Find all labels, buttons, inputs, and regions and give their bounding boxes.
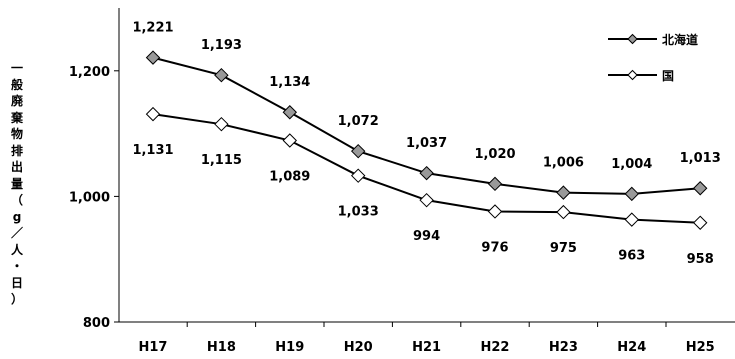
data-point-marker bbox=[214, 67, 229, 83]
y-axis-title-char: ／ bbox=[10, 226, 23, 240]
data-point-marker bbox=[692, 181, 708, 196]
y-axis-title-char: 日 bbox=[10, 275, 23, 290]
x-tick-label: H17 bbox=[139, 340, 168, 355]
x-tick-label: H20 bbox=[344, 340, 373, 355]
data-point-marker bbox=[624, 212, 640, 227]
x-tick-label: H23 bbox=[549, 340, 578, 355]
y-tick-label: 1,200 bbox=[69, 65, 110, 80]
data-point-marker bbox=[145, 50, 161, 65]
data-point-marker bbox=[556, 185, 571, 200]
data-label: 1,037 bbox=[406, 136, 447, 151]
data-point-marker bbox=[145, 106, 161, 122]
x-tick-label: H25 bbox=[686, 340, 715, 355]
data-label: 1,020 bbox=[474, 147, 515, 162]
data-point-marker bbox=[350, 143, 366, 159]
y-axis-title-char: （ bbox=[10, 193, 23, 207]
legend-label: 国 bbox=[662, 69, 674, 83]
y-axis-title-char: 棄 bbox=[10, 110, 23, 125]
data-label: 994 bbox=[413, 229, 440, 244]
y-axis-title-char: 般 bbox=[10, 77, 23, 92]
data-label: 958 bbox=[687, 252, 714, 267]
data-label: 1,134 bbox=[269, 75, 310, 90]
y-axis-title-char: 人 bbox=[10, 242, 23, 257]
data-label: 1,006 bbox=[543, 156, 584, 171]
data-label: 963 bbox=[618, 249, 645, 264]
data-label: 1,193 bbox=[201, 38, 242, 53]
y-axis-title-char: g bbox=[12, 209, 22, 224]
x-tick-label: H18 bbox=[207, 340, 236, 355]
y-tick-label: 800 bbox=[83, 316, 110, 331]
data-label: 1,072 bbox=[338, 114, 379, 129]
x-tick-label: H21 bbox=[412, 340, 441, 355]
data-label: 1,013 bbox=[680, 151, 721, 166]
y-axis-title-char: 廃 bbox=[10, 94, 23, 108]
y-axis-title-char: 一 bbox=[10, 61, 23, 75]
legend-label: 北海道 bbox=[662, 32, 698, 47]
data-label: 1,033 bbox=[338, 205, 379, 220]
data-point-marker bbox=[487, 204, 503, 219]
data-point-marker bbox=[214, 116, 229, 132]
data-label: 976 bbox=[481, 240, 508, 255]
data-point-marker bbox=[624, 186, 640, 202]
data-point-marker bbox=[282, 105, 298, 120]
data-label: 1,004 bbox=[611, 157, 652, 172]
data-label: 975 bbox=[550, 241, 577, 256]
data-point-marker bbox=[487, 176, 503, 192]
x-tick-label: H19 bbox=[275, 340, 304, 355]
data-label: 1,221 bbox=[132, 21, 173, 36]
data-label: 1,115 bbox=[201, 153, 242, 168]
y-axis-title-char: 出 bbox=[10, 160, 23, 174]
y-axis-title-char: ） bbox=[10, 292, 23, 306]
legend-marker bbox=[627, 33, 638, 45]
y-tick-label: 1,000 bbox=[69, 190, 110, 205]
data-label: 1,131 bbox=[132, 143, 173, 158]
y-axis-title-char: 物 bbox=[10, 127, 23, 141]
data-point-marker bbox=[419, 192, 434, 208]
y-axis-title-char: 量 bbox=[10, 176, 23, 191]
x-tick-label: H24 bbox=[617, 340, 646, 355]
data-label: 1,089 bbox=[269, 170, 310, 185]
data-point-marker bbox=[556, 204, 571, 220]
y-axis-title-char: 排 bbox=[10, 143, 23, 158]
legend-marker bbox=[627, 69, 638, 81]
x-tick-label: H22 bbox=[481, 340, 510, 355]
y-axis-title-char: ・ bbox=[10, 259, 23, 273]
data-point-marker bbox=[282, 133, 298, 148]
data-point-marker bbox=[350, 168, 366, 183]
y-axis-title: 一般廃棄物排出量 （ g ／ 人・日 ） bbox=[8, 60, 26, 308]
data-point-marker bbox=[419, 165, 434, 181]
data-point-marker bbox=[692, 215, 708, 230]
